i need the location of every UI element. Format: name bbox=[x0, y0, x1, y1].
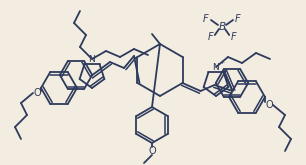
Text: F: F bbox=[203, 14, 209, 24]
Text: N: N bbox=[89, 54, 95, 64]
Text: F: F bbox=[208, 32, 214, 42]
Text: O: O bbox=[33, 88, 41, 98]
Text: F: F bbox=[235, 14, 241, 24]
Text: +: + bbox=[219, 61, 225, 66]
Text: O: O bbox=[148, 146, 156, 156]
Text: N: N bbox=[213, 63, 219, 71]
Text: F: F bbox=[230, 32, 236, 42]
Text: O: O bbox=[265, 100, 273, 110]
Text: B: B bbox=[218, 22, 226, 32]
